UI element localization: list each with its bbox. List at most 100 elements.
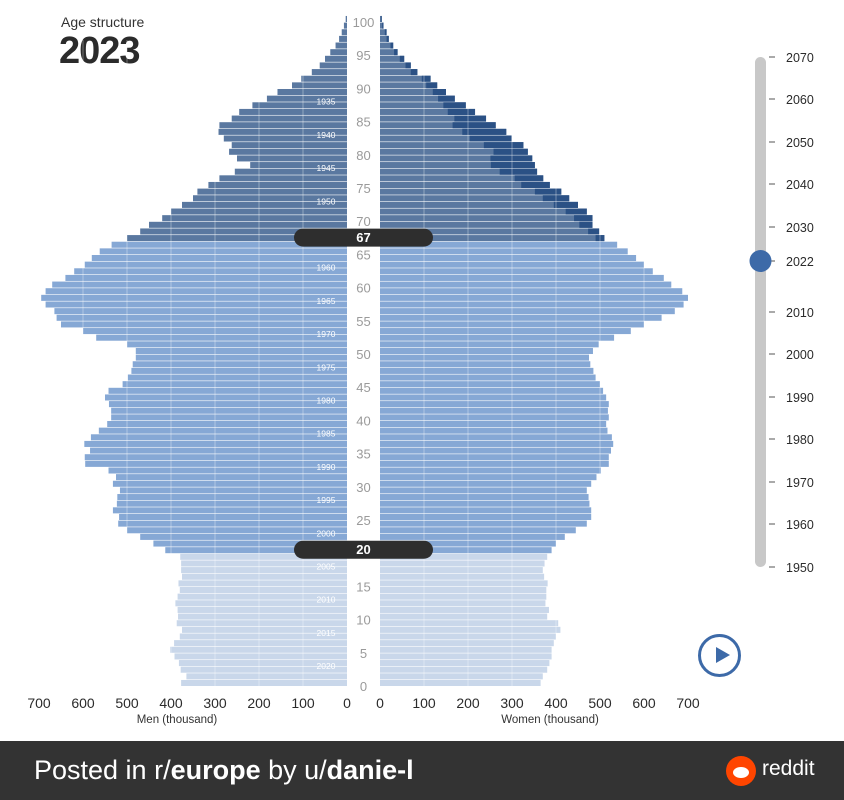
women-bar: [380, 301, 684, 308]
men-bar: [339, 35, 347, 42]
women-excess-bar: [483, 142, 524, 149]
women-bar: [380, 334, 615, 341]
birth-year-label: 2020: [317, 661, 336, 671]
women-bar: [380, 480, 592, 487]
men-bar: [108, 387, 348, 394]
women-bar: [380, 261, 644, 268]
women-bar: [380, 527, 576, 534]
men-bar: [65, 274, 348, 281]
men-bar: [223, 135, 347, 142]
age-tick-label: 75: [356, 181, 370, 196]
women-bar: [380, 560, 545, 567]
timeline-tick-label: 1960: [786, 518, 814, 532]
women-excess-bar: [452, 122, 496, 129]
women-bar: [380, 22, 384, 29]
age-marker-label: 20: [356, 542, 370, 557]
women-bar: [380, 168, 538, 175]
men-bar: [83, 328, 347, 335]
women-bar: [380, 155, 533, 162]
men-bar: [112, 507, 347, 514]
women-bar: [380, 673, 543, 680]
women-bar: [380, 148, 528, 155]
men-bar: [178, 580, 347, 587]
age-tick-label: 85: [356, 115, 370, 130]
timeline-tick-label: 2000: [786, 348, 814, 362]
women-bar: [380, 613, 548, 620]
men-bar: [193, 195, 347, 202]
women-excess-bar: [499, 168, 538, 175]
timeline-handle[interactable]: [749, 250, 772, 272]
men-bar: [277, 89, 347, 96]
women-bar: [380, 660, 550, 667]
women-bar: [380, 367, 594, 374]
men-bar: [231, 142, 347, 149]
men-bar: [311, 69, 347, 76]
women-excess-bar: [438, 95, 455, 102]
women-bar: [380, 135, 512, 142]
x-tick-right: 500: [588, 695, 612, 711]
men-bar: [108, 467, 348, 474]
women-bar: [380, 600, 546, 607]
women-excess-bar: [394, 49, 398, 56]
women-excess-bar: [447, 108, 476, 115]
men-bar: [153, 540, 347, 547]
women-excess-bar: [399, 55, 405, 62]
men-bar: [119, 487, 348, 494]
women-bar: [380, 215, 593, 222]
men-bar: [186, 673, 347, 680]
x-tick-left: 0: [343, 695, 351, 711]
women-bar: [380, 115, 487, 122]
subreddit-link[interactable]: europe: [170, 755, 261, 785]
women-excess-bar: [542, 195, 570, 202]
men-bar: [90, 447, 347, 454]
men-bar: [45, 288, 347, 295]
age-tick-label: 15: [356, 579, 370, 594]
men-bar: [127, 374, 347, 381]
men-bar: [90, 434, 348, 441]
men-bar: [140, 228, 347, 235]
women-bar: [380, 361, 591, 368]
birth-year-label: 1980: [317, 395, 336, 405]
women-bar: [380, 520, 587, 527]
reddit-wordmark[interactable]: reddit: [762, 757, 815, 780]
men-bar: [335, 42, 347, 49]
women-excess-bar: [595, 235, 605, 242]
men-bar: [181, 560, 347, 567]
men-bar: [174, 640, 347, 647]
women-bar: [380, 175, 544, 182]
timeline-tick-label: 2070: [786, 51, 814, 65]
men-bar: [301, 75, 347, 82]
men-bar: [345, 15, 347, 22]
men-bar: [140, 533, 347, 540]
women-bar: [380, 593, 547, 600]
women-bar: [380, 354, 589, 361]
birth-year-label: 1950: [317, 196, 336, 206]
footer-by: by u/: [260, 755, 327, 785]
reddit-logo-icon[interactable]: [726, 756, 756, 786]
women-excess-bar: [405, 62, 411, 69]
women-bar: [380, 580, 548, 587]
men-bar: [182, 573, 347, 580]
women-bar: [380, 381, 600, 388]
birth-year-label: 2005: [317, 561, 336, 571]
women-bar: [380, 440, 614, 447]
women-bar: [380, 162, 535, 169]
women-bar: [380, 108, 476, 115]
timeline-tick-label: 2022: [786, 255, 814, 269]
age-tick-label: 50: [356, 347, 370, 362]
women-excess-bar: [490, 162, 535, 169]
x-tick-right: 700: [676, 695, 700, 711]
men-bar: [231, 115, 347, 122]
timeline-tick-label: 1950: [786, 561, 814, 575]
men-axis-label: Men (thousand): [137, 714, 218, 726]
x-tick-right: 200: [456, 695, 480, 711]
user-link[interactable]: danie-l: [326, 755, 414, 785]
women-bar: [380, 434, 612, 441]
men-bar: [239, 108, 347, 115]
play-button[interactable]: [698, 634, 741, 677]
women-excess-bar: [565, 208, 587, 215]
x-tick-left: 300: [203, 695, 227, 711]
women-bar: [380, 95, 455, 102]
women-bar: [380, 460, 609, 467]
men-bar: [180, 666, 347, 673]
